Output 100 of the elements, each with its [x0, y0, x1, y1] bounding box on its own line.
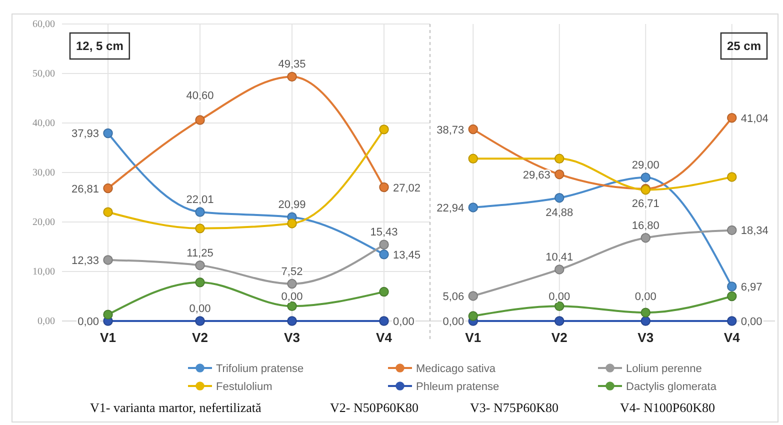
point: [379, 250, 389, 260]
point: [727, 291, 737, 302]
data-label: 27,02: [393, 182, 421, 194]
data-label: 22,01: [186, 194, 214, 206]
point: [554, 192, 564, 203]
data-label: 0,00: [393, 316, 414, 328]
point: [379, 182, 389, 192]
point: [468, 311, 478, 321]
point: [287, 278, 297, 289]
point: [379, 240, 389, 250]
text: V2- N50P60K80: [330, 400, 418, 415]
x-tick-label: V3: [638, 330, 654, 345]
data-label: 0,00: [548, 291, 570, 303]
point: [554, 316, 564, 326]
y-tick-label: 40,00: [32, 118, 55, 130]
legend-label: Medicago sativa: [416, 363, 496, 375]
point: [554, 301, 564, 312]
point: [640, 172, 650, 182]
point: [287, 316, 297, 326]
legend-label: Lolium perenne: [626, 363, 702, 375]
data-label: 13,45: [393, 249, 421, 262]
point: [195, 224, 205, 234]
data-label: 22,94: [436, 202, 464, 214]
data-label: 26,71: [632, 198, 660, 210]
point: [468, 124, 478, 134]
data-label: 41,04: [740, 112, 768, 125]
point: [195, 278, 205, 288]
x-tick-label: V4: [376, 330, 393, 345]
data-label: 0,00: [634, 291, 656, 303]
point: [727, 225, 737, 236]
data-label: 37,93: [71, 128, 99, 140]
point: [287, 301, 297, 312]
data-label: 7,52: [281, 266, 303, 278]
point: [287, 218, 297, 228]
legend-label: Trifolium pratense: [216, 363, 304, 375]
point: [468, 154, 478, 164]
point: [103, 255, 113, 265]
data-label: 0,00: [442, 316, 464, 328]
x-tick-label: V2: [551, 330, 568, 345]
data-label: 18,34: [740, 225, 768, 238]
text: V3- N75P60K80: [470, 400, 558, 415]
point: [103, 310, 113, 320]
data-label: 15,43: [370, 226, 398, 239]
data-label: 10,41: [546, 251, 574, 264]
text: V1- varianta martor, nefertilizată: [90, 400, 262, 415]
data-label: 38,73: [436, 124, 464, 136]
data-label: 29,63: [522, 169, 550, 182]
data-label: 11,25: [186, 247, 214, 260]
point: [195, 207, 205, 217]
legend-label: Dactylis glomerata: [626, 381, 718, 393]
data-label: 16,80: [632, 220, 660, 232]
text: 25 cm: [726, 39, 761, 53]
x-tick-label: V4: [724, 330, 741, 345]
point: [103, 207, 113, 217]
point: [640, 308, 650, 318]
data-label: 49,35: [278, 58, 306, 71]
point: [195, 260, 205, 270]
point: [554, 264, 564, 274]
point: [379, 124, 389, 134]
point: [379, 316, 389, 326]
point: [195, 115, 205, 125]
point: [554, 154, 564, 164]
data-label: 26,81: [71, 183, 99, 196]
point: [103, 183, 113, 194]
data-label: 20,99: [278, 199, 306, 212]
point: [468, 202, 478, 212]
data-label: 6,97: [740, 282, 762, 294]
data-label: 0,00: [740, 316, 762, 328]
legend-label: Festulolium: [216, 381, 272, 393]
data-label: 40,60: [186, 90, 214, 102]
point: [195, 316, 205, 326]
data-label: 12,33: [71, 254, 99, 267]
y-tick-label: 10,00: [32, 266, 55, 278]
point: [727, 112, 737, 123]
point: [554, 169, 564, 180]
point: [727, 282, 737, 292]
data-label: 0,00: [78, 316, 99, 328]
point: [640, 316, 650, 326]
point: [468, 291, 478, 301]
data-label: 0,00: [281, 291, 303, 303]
point: [727, 316, 737, 326]
data-label: 5,06: [442, 290, 464, 303]
y-tick-label: 50,00: [32, 68, 55, 80]
point: [379, 286, 389, 297]
y-tick-label: 60,00: [32, 19, 55, 30]
text: 12, 5 cm: [76, 39, 124, 53]
x-tick-label: V1: [100, 330, 116, 345]
data-label: 24,88: [546, 206, 574, 219]
legend-label: Phleum pratense: [416, 381, 500, 393]
y-tick-label: 0,00: [38, 316, 55, 328]
point: [727, 172, 737, 182]
y-tick-label: 30,00: [32, 168, 55, 179]
point: [640, 232, 650, 243]
text: V4- N100P60K80: [620, 400, 715, 415]
data-label: 0,00: [189, 303, 211, 315]
x-tick-label: V2: [192, 330, 208, 345]
data-label: 29,00: [632, 159, 660, 172]
point: [103, 128, 113, 138]
point: [287, 72, 297, 82]
x-tick-label: V3: [284, 330, 300, 345]
